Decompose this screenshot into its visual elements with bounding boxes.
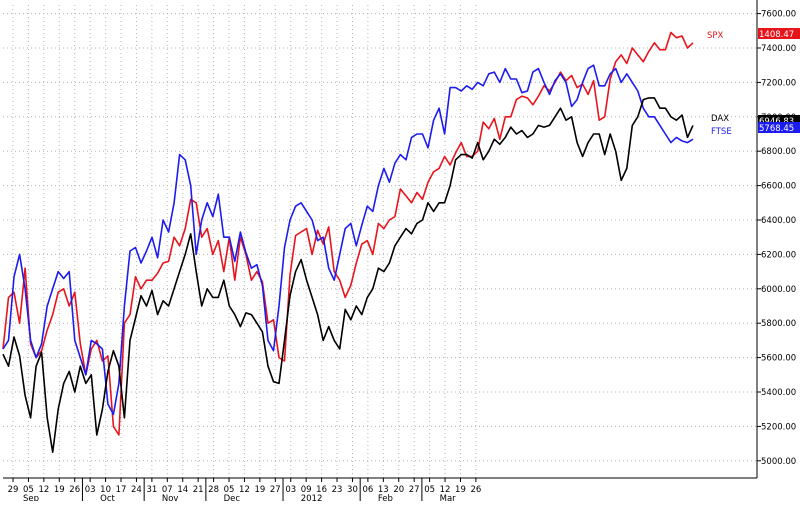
x-tick-label: 20: [393, 485, 404, 495]
month-label: 2012: [301, 494, 323, 501]
x-tick-label: 24: [131, 485, 142, 495]
month-label: Dec: [224, 494, 241, 501]
y-tick-label: 6400.00: [761, 216, 796, 226]
x-tick-label: 27: [409, 485, 420, 495]
x-tick-label: 31: [146, 485, 157, 495]
x-tick-label: 26: [69, 485, 80, 495]
y-tick-label: 5000.00: [761, 457, 796, 467]
y-tick-label: 5600.00: [761, 354, 796, 364]
x-tick-label: 09: [301, 485, 312, 495]
y-tick-label: 7200.00: [761, 78, 796, 88]
grid-lines: [3, 5, 757, 478]
y-tick-label: 6600.00: [761, 182, 796, 192]
x-tick-label: 05: [224, 485, 235, 495]
x-tick-label: 07: [162, 485, 173, 495]
x-tick-label: 06: [362, 485, 373, 495]
x-tick-label: 29: [8, 485, 19, 495]
x-tick-label: 16: [316, 485, 327, 495]
series-name-dax: DAX: [711, 114, 729, 124]
y-tick-label: 5800.00: [761, 319, 796, 329]
x-tick-label: 05: [23, 485, 34, 495]
axes: 7600.007400.007200.007000.006800.006600.…: [3, 0, 796, 504]
y-tick-label: 5200.00: [761, 422, 796, 432]
x-tick-label: 30: [347, 485, 358, 495]
month-label: Mar: [440, 494, 457, 501]
x-tick-label: 23: [332, 485, 343, 495]
y-tick-label: 6200.00: [761, 250, 796, 260]
month-label: Nov: [162, 494, 179, 501]
last-value-spx: 1408.47: [759, 30, 794, 40]
x-tick-label: 12: [239, 485, 250, 495]
x-tick-label: 19: [455, 485, 466, 495]
month-label: Feb: [378, 494, 393, 501]
y-tick-label: 6000.00: [761, 285, 796, 295]
y-tick-label: 7400.00: [761, 44, 796, 54]
series-name-ftse: FTSE: [711, 127, 732, 137]
x-tick-label: 21: [193, 485, 204, 495]
x-tick-label: 26: [470, 485, 481, 495]
series-line-dax: [2, 97, 694, 454]
x-tick-label: 17: [116, 485, 127, 495]
x-tick-label: 28: [208, 485, 219, 495]
x-tick-label: 10: [100, 485, 111, 495]
month-label: Oct: [100, 494, 115, 501]
x-tick-label: 03: [85, 485, 96, 495]
series-lines: [2, 31, 694, 454]
x-tick-label: 12: [440, 485, 451, 495]
x-tick-label: 05: [424, 485, 435, 495]
x-tick-label: 14: [177, 485, 188, 495]
x-tick-label: 27: [270, 485, 281, 495]
x-tick-label: 19: [54, 485, 65, 495]
x-tick-label: 03: [285, 485, 296, 495]
month-label: Sep: [23, 494, 39, 501]
series-line-ftse: [2, 64, 694, 416]
x-tick-label: 12: [38, 485, 49, 495]
series-name-spx: SPX: [707, 31, 724, 41]
last-value-box-ftse: [758, 122, 800, 133]
y-tick-label: 5400.00: [761, 388, 796, 398]
y-tick-label: 6800.00: [761, 147, 796, 157]
last-value-box-spx: [758, 28, 800, 39]
last-value-box-dax: [758, 115, 800, 126]
x-tick-label: 13: [378, 485, 389, 495]
x-tick-label: 19: [254, 485, 265, 495]
y-tick-label: 7600.00: [761, 10, 796, 20]
series-line-spx: [2, 31, 694, 436]
last-value-ftse: 5768.45: [759, 124, 794, 134]
